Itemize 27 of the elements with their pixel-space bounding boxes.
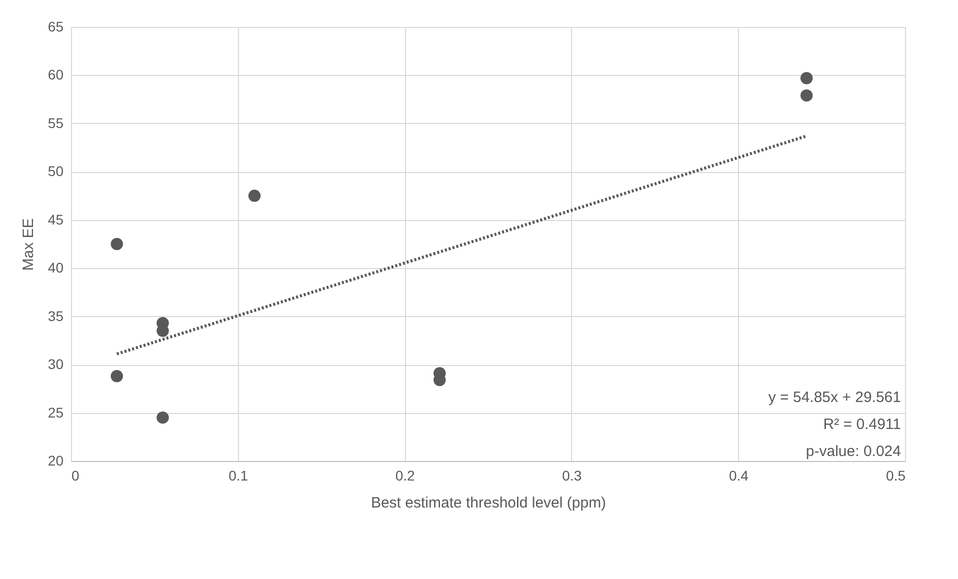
y-tick-label: 35 (48, 308, 64, 324)
x-axis-title: Best estimate threshold level (ppm) (370, 494, 606, 512)
y-tick-label: 50 (48, 163, 64, 180)
y-tick-label: 40 (48, 260, 64, 276)
x-tick-label: 0.2 (395, 468, 416, 484)
x-tick-label: 0.1 (228, 468, 248, 484)
y-tick-label: 55 (48, 114, 64, 131)
annotation: y = 54.85x + 29.561 (768, 389, 901, 406)
y-tick-label: 30 (48, 356, 64, 372)
point (156, 411, 169, 424)
point (248, 190, 261, 202)
point (110, 370, 123, 382)
x-tick-label: 0 (72, 468, 80, 484)
point (800, 89, 813, 102)
annotation: p-value: 0.024 (806, 443, 901, 460)
x-tick-label: 0.3 (562, 468, 582, 484)
point (800, 72, 813, 84)
annotation: R² = 0.4911 (823, 416, 901, 433)
y-tick-label: 65 (48, 18, 64, 34)
y-axis-title: Max EE (20, 218, 37, 271)
y-tick-label: 60 (48, 66, 64, 83)
y-tick-label: 20 (48, 452, 64, 468)
x-tick-label: 0.5 (886, 468, 906, 484)
x-tick-label: 0.4 (728, 468, 749, 484)
y-tick-label: 45 (48, 211, 64, 228)
point (110, 238, 123, 250)
y-tick-label: 25 (48, 404, 64, 420)
